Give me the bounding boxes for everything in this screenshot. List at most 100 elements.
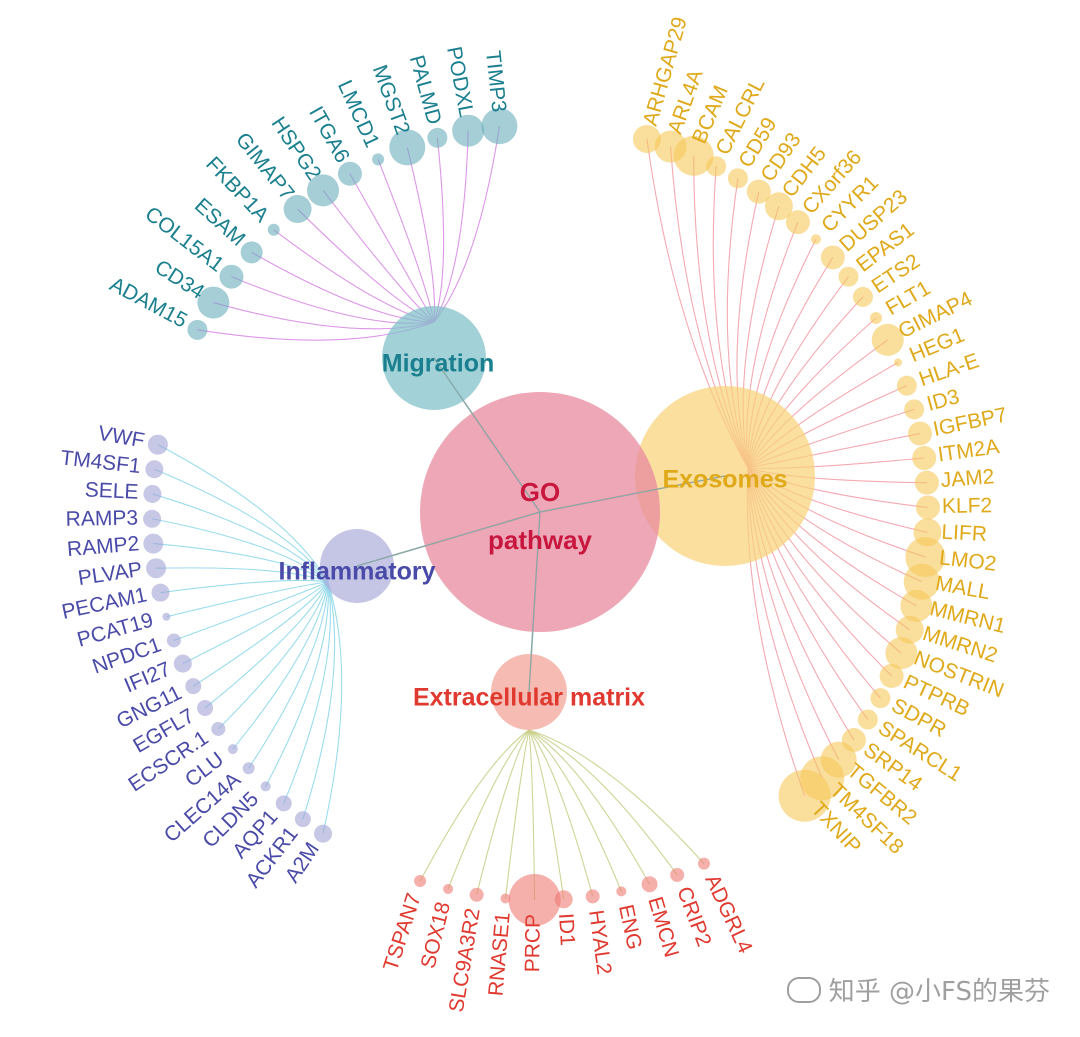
gene-node-id3	[904, 399, 925, 420]
root-label-line2: pathway	[488, 525, 593, 555]
gene-node-nostrin	[885, 637, 918, 670]
edge-cldn5	[265, 581, 329, 787]
edge-ramp3	[151, 518, 329, 583]
gene-label-tm4sf1: TM4SF1	[59, 446, 142, 478]
gene-label-sele: SELE	[84, 478, 139, 503]
edge-pcat19	[166, 581, 329, 618]
gene-node-txnip	[778, 769, 831, 822]
edge-palmd	[433, 137, 445, 323]
edge-id1	[528, 729, 565, 900]
watermark: 知乎 @小FS的果芬	[786, 971, 1050, 1008]
edge-npdc1	[173, 581, 329, 641]
edge-clu	[232, 581, 329, 750]
gene-label-ramp3: RAMP3	[65, 507, 138, 531]
gene-node-timp3	[481, 108, 518, 145]
gene-node-ramp2	[143, 533, 164, 554]
edge-rnase1	[504, 729, 530, 899]
gene-node-tspan7	[414, 875, 427, 888]
gene-node-sele	[143, 484, 162, 503]
gene-node-klf2	[915, 495, 940, 520]
gene-node-podxl	[452, 114, 485, 147]
edge-slc9a3r2	[476, 729, 530, 895]
edge-root-overlay-inflammatory	[356, 511, 541, 567]
edge-root-overlay-migration	[433, 357, 541, 513]
gene-label-ramp2: RAMP2	[66, 532, 140, 561]
edge-hyal2	[528, 729, 594, 897]
gene-node-ptprb	[879, 663, 904, 688]
edge-root-overlay-extracellular	[528, 511, 541, 693]
gene-node-itm2a	[912, 446, 937, 471]
edge-clec14a	[248, 581, 329, 769]
edge-ramp2	[153, 543, 329, 583]
gene-node-emcn	[641, 876, 658, 893]
gene-node-cd59	[727, 168, 748, 189]
gene-node-crip2	[670, 867, 685, 882]
gene-label-slc9a3r2: SLC9A3R2	[445, 907, 485, 1014]
edge-crip2	[528, 729, 678, 876]
edge-pecam1	[160, 579, 329, 594]
gene-node-egfl7	[197, 699, 214, 716]
gene-node-gng11	[185, 678, 202, 695]
edge-sox18	[447, 729, 530, 890]
gene-node-ets2	[852, 286, 873, 307]
edge-tm4sf1	[154, 468, 329, 583]
category-label-inflammatory: Inflammatory	[279, 558, 436, 586]
edge-root-overlay-exosomes	[539, 475, 726, 513]
edge-gng11	[192, 581, 329, 687]
edge-emcn	[528, 729, 651, 885]
gene-label-vwf: VWF	[96, 422, 146, 453]
root-label-line1: GO	[520, 477, 560, 507]
edge-a2m	[322, 581, 343, 834]
gene-node-cyyr1	[810, 234, 821, 245]
gene-node-cd93	[746, 179, 771, 204]
watermark-text: 知乎 @小FS的果芬	[828, 977, 1050, 1007]
edge-egfl7	[204, 581, 329, 709]
gene-node-cldn5	[260, 781, 271, 792]
edge-ecscr.1	[217, 581, 329, 730]
gene-node-hla-e	[896, 375, 917, 396]
gene-node-bcam	[673, 135, 714, 176]
gene-node-pecam1	[151, 583, 170, 602]
edge-prcp	[528, 729, 536, 900]
gene-label-sox18: SOX18	[417, 900, 455, 971]
gene-node-epas1	[838, 266, 859, 287]
edge-hspg2	[322, 189, 435, 323]
gene-node-igfbp7	[907, 421, 932, 446]
gene-label-itm2a: ITM2A	[936, 435, 1000, 466]
gene-node-clu	[227, 744, 238, 755]
gene-node-col15a1	[219, 264, 244, 289]
chat-bubble-icon	[786, 977, 821, 1003]
gene-node-lmcd1	[372, 153, 385, 166]
gene-label-podxl: PODXL	[442, 45, 478, 119]
gene-node-sdpr	[870, 688, 891, 709]
gene-node-adgrl4	[697, 857, 710, 870]
gene-label-rnase1: RNASE1	[484, 911, 514, 997]
gene-node-clec14a	[242, 762, 255, 775]
gene-node-pcat19	[162, 612, 171, 621]
gene-node-arhgap29	[632, 125, 661, 154]
gene-label-lmo2: LMO2	[938, 546, 997, 575]
gene-label-klf2: KLF2	[942, 494, 992, 518]
edge-vwf	[157, 444, 329, 583]
category-label-exosomes: Exosomes	[662, 466, 787, 494]
gene-node-itga6	[337, 161, 362, 186]
gene-node-a2m	[314, 824, 333, 843]
gene-node-aqp1	[275, 795, 292, 812]
gene-label-jam2: JAM2	[940, 465, 995, 492]
edge-ifi27	[182, 581, 329, 665]
gene-label-lifr: LIFR	[941, 521, 988, 546]
gene-node-cxorf36	[785, 210, 810, 235]
gene-node-cdh5	[764, 192, 793, 221]
edge-esam	[251, 251, 435, 323]
gene-node-mgst2	[389, 129, 426, 166]
nodes-layer	[143, 108, 946, 926]
gene-label-timp3: TIMP3	[481, 49, 510, 113]
gene-node-vwf	[147, 434, 168, 455]
gene-label-eng: ENG	[614, 902, 646, 951]
gene-node-ramp3	[143, 509, 162, 528]
edge-sele	[152, 493, 329, 583]
gene-node-calcrl	[706, 156, 727, 177]
gene-label-id3: ID3	[924, 385, 962, 416]
gene-node-ecscr.1	[211, 721, 226, 736]
